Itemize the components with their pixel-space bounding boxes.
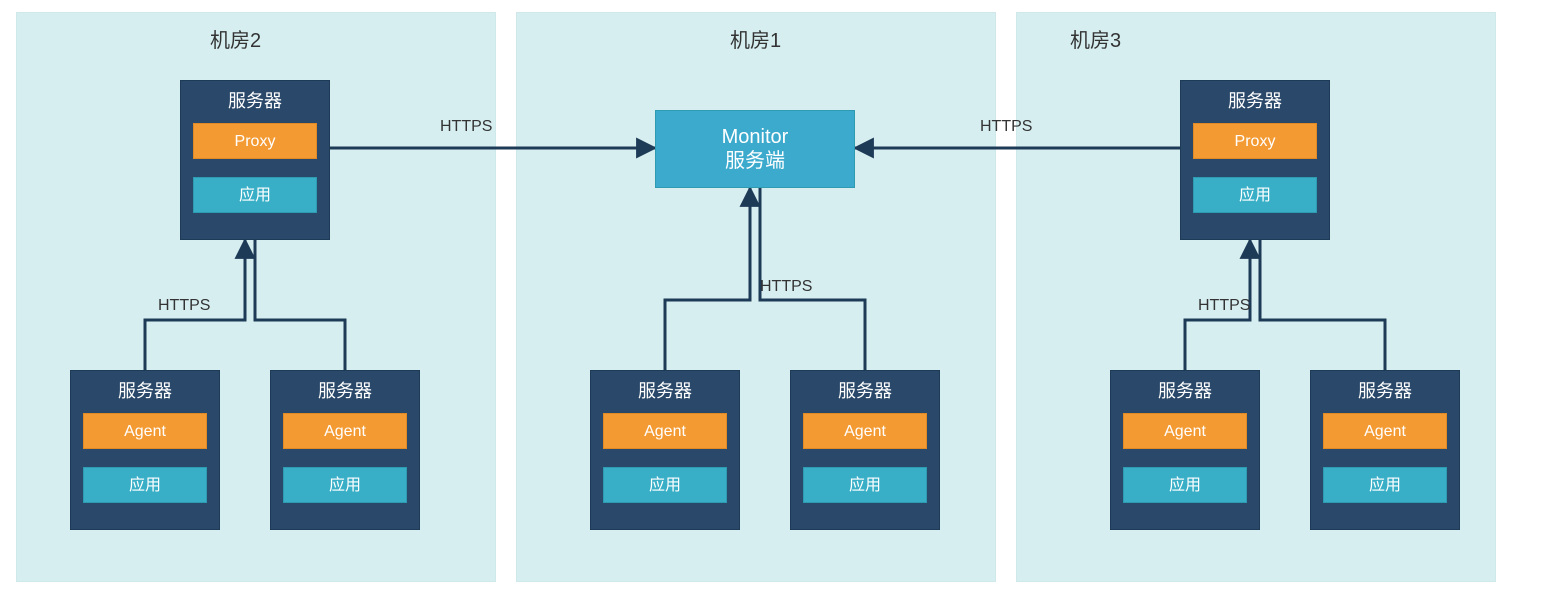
region-title-r1: 机房1: [730, 24, 781, 53]
app-chip-p3: 应用: [1193, 177, 1317, 213]
monitor-box: Monitor服务端: [655, 110, 855, 188]
server-head-a1b: 服务器: [791, 371, 939, 403]
monitor-line1: Monitor: [656, 125, 854, 149]
edge-label-e_p2_mon: HTTPS: [440, 118, 492, 136]
app-chip-a3b: 应用: [1323, 467, 1447, 503]
server-head-a1a: 服务器: [591, 371, 739, 403]
diagram-canvas: 机房2 机房1 机房3 HTTPS HTTPS HTTPS HTTPS HTTPS 服务器 Pro…: [0, 0, 1550, 595]
app-chip-a2a: 应用: [83, 467, 207, 503]
region-title-r2: 机房2: [210, 24, 261, 53]
app-chip-a1a: 应用: [603, 467, 727, 503]
server-box-a1a: 服务器 Agent 应用: [590, 370, 740, 530]
proxy-chip-p2: Proxy: [193, 123, 317, 159]
server-box-a2b: 服务器 Agent 应用: [270, 370, 420, 530]
agent-chip-a3a: Agent: [1123, 413, 1247, 449]
server-head-p3: 服务器: [1181, 81, 1329, 113]
agent-chip-a1b: Agent: [803, 413, 927, 449]
edge-label-e_a3a_p3: HTTPS: [1198, 297, 1250, 315]
edge-label-e_a1a_mon: HTTPS: [760, 278, 812, 296]
app-chip-p2: 应用: [193, 177, 317, 213]
server-head-p2: 服务器: [181, 81, 329, 113]
server-head-a3a: 服务器: [1111, 371, 1259, 403]
server-head-a2a: 服务器: [71, 371, 219, 403]
edge-label-e_p3_mon: HTTPS: [980, 118, 1032, 136]
agent-chip-a3b: Agent: [1323, 413, 1447, 449]
proxy-chip-p3: Proxy: [1193, 123, 1317, 159]
server-box-p2: 服务器 Proxy 应用: [180, 80, 330, 240]
monitor-line2: 服务端: [656, 149, 854, 173]
server-box-a1b: 服务器 Agent 应用: [790, 370, 940, 530]
agent-chip-a1a: Agent: [603, 413, 727, 449]
server-box-a3b: 服务器 Agent 应用: [1310, 370, 1460, 530]
server-box-a3a: 服务器 Agent 应用: [1110, 370, 1260, 530]
region-title-r3: 机房3: [1070, 24, 1121, 53]
server-box-a2a: 服务器 Agent 应用: [70, 370, 220, 530]
agent-chip-a2b: Agent: [283, 413, 407, 449]
app-chip-a2b: 应用: [283, 467, 407, 503]
edge-label-e_a2a_p2: HTTPS: [158, 297, 210, 315]
app-chip-a3a: 应用: [1123, 467, 1247, 503]
server-box-p3: 服务器 Proxy 应用: [1180, 80, 1330, 240]
server-head-a2b: 服务器: [271, 371, 419, 403]
app-chip-a1b: 应用: [803, 467, 927, 503]
agent-chip-a2a: Agent: [83, 413, 207, 449]
server-head-a3b: 服务器: [1311, 371, 1459, 403]
